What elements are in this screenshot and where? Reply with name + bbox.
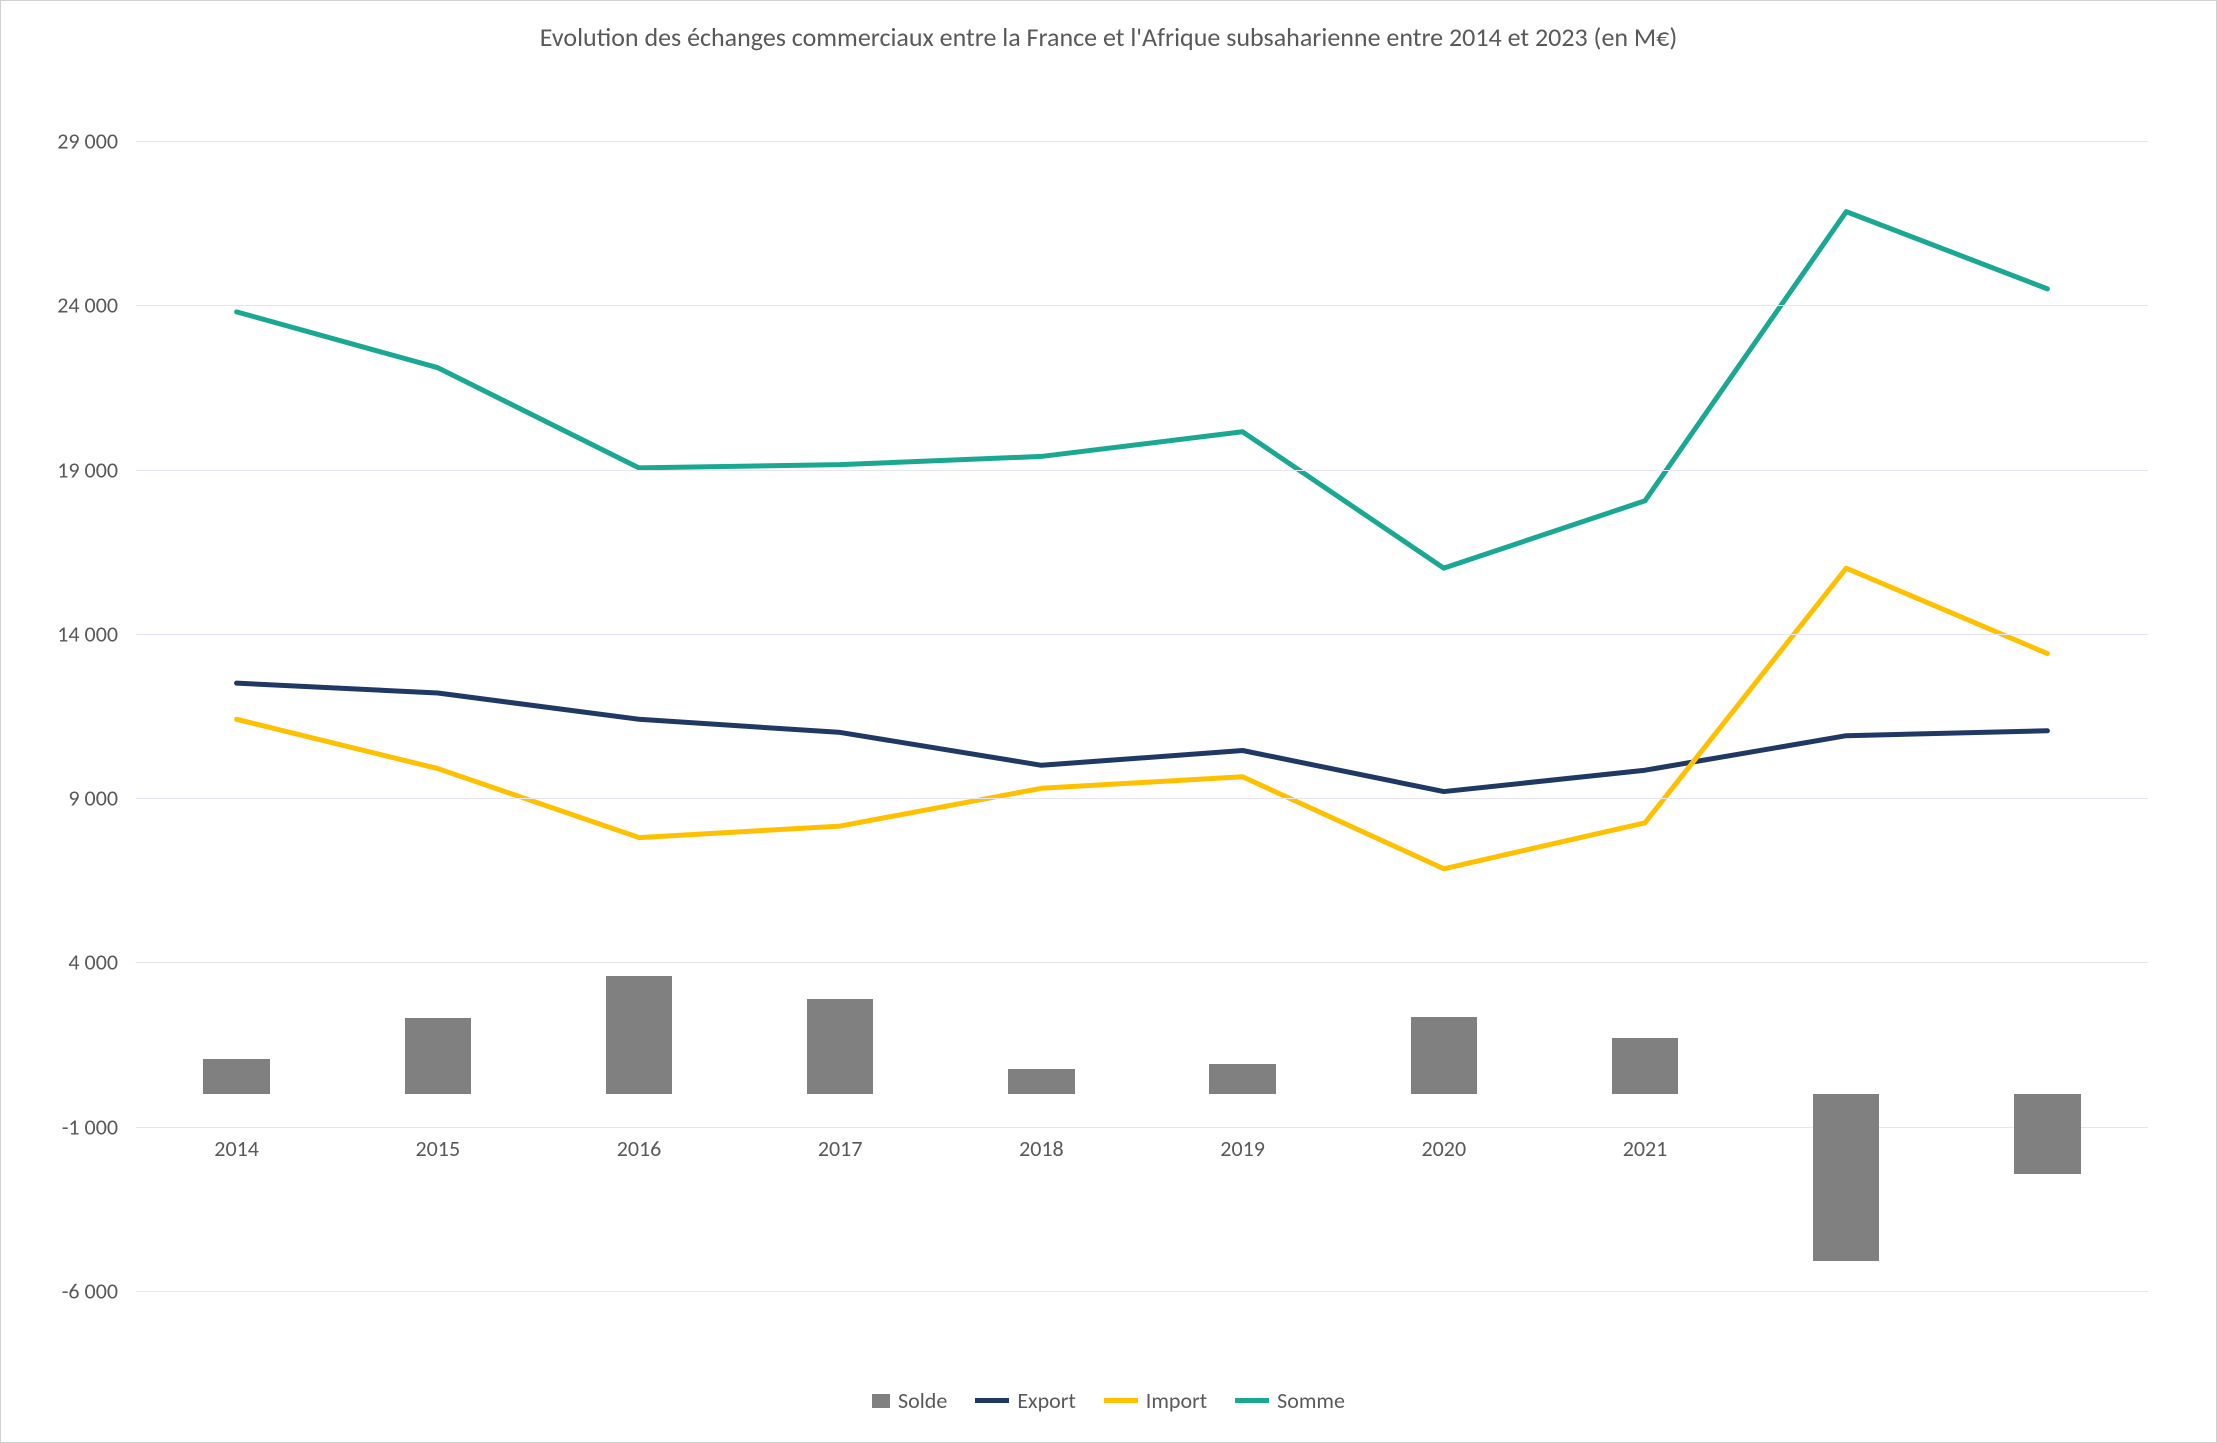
y-tick-label: 19 000 (57, 456, 118, 483)
solde-bar (1008, 1069, 1074, 1094)
solde-bar (606, 976, 672, 1094)
legend-label: Import (1146, 1387, 1207, 1414)
solde-bar (203, 1059, 269, 1094)
y-tick-label: 4 000 (68, 949, 118, 976)
solde-bar (807, 999, 873, 1094)
y-axis: -6 000-1 0004 0009 00014 00019 00024 000… (1, 141, 118, 1291)
y-tick-label: 29 000 (57, 128, 118, 155)
x-tick-label: 2017 (818, 1135, 863, 1162)
export-line (237, 683, 2048, 791)
x-tick-label: 2014 (214, 1135, 259, 1162)
solde-bar (1813, 1094, 1879, 1262)
legend-item-export: Export (975, 1387, 1075, 1414)
legend-label: Somme (1277, 1387, 1345, 1414)
y-tick-label: -1 000 (62, 1113, 118, 1140)
chart-title: Evolution des échanges commerciaux entre… (1, 1, 2216, 55)
x-tick-label: 2020 (1421, 1135, 1466, 1162)
import-line (237, 568, 2048, 869)
y-tick-label: -6 000 (62, 1278, 118, 1305)
solde-bar (1612, 1038, 1678, 1094)
legend-label: Solde (898, 1387, 947, 1414)
plot-area: 2014201520162017201820192020202120222023 (136, 141, 2148, 1291)
trade-evolution-chart: Evolution des échanges commerciaux entre… (0, 0, 2217, 1443)
legend-swatch-bar-icon (872, 1394, 890, 1408)
chart-legend: Solde Export Import Somme (1, 1387, 2216, 1414)
legend-swatch-line-icon (1235, 1398, 1269, 1403)
y-tick-label: 9 000 (68, 785, 118, 812)
gridline (136, 962, 2148, 963)
gridline (136, 634, 2148, 635)
solde-bar (1411, 1017, 1477, 1094)
legend-label: Export (1017, 1387, 1075, 1414)
x-tick-label: 2016 (617, 1135, 662, 1162)
x-tick-label: 2015 (415, 1135, 460, 1162)
somme-line (237, 212, 2048, 568)
gridline (136, 1291, 2148, 1292)
gridline (136, 470, 2148, 471)
gridline (136, 305, 2148, 306)
x-tick-label: 2019 (1220, 1135, 1265, 1162)
solde-bar (1209, 1064, 1275, 1094)
legend-item-import: Import (1104, 1387, 1207, 1414)
gridline (136, 798, 2148, 799)
gridline (136, 141, 2148, 142)
legend-swatch-line-icon (1104, 1398, 1138, 1403)
y-tick-label: 24 000 (57, 292, 118, 319)
legend-item-somme: Somme (1235, 1387, 1345, 1414)
solde-bar (405, 1018, 471, 1094)
x-tick-label: 2018 (1019, 1135, 1064, 1162)
legend-item-solde: Solde (872, 1387, 947, 1414)
x-tick-label: 2021 (1623, 1135, 1668, 1162)
solde-bar (2014, 1094, 2080, 1175)
legend-swatch-line-icon (975, 1398, 1009, 1403)
y-tick-label: 14 000 (57, 620, 118, 647)
